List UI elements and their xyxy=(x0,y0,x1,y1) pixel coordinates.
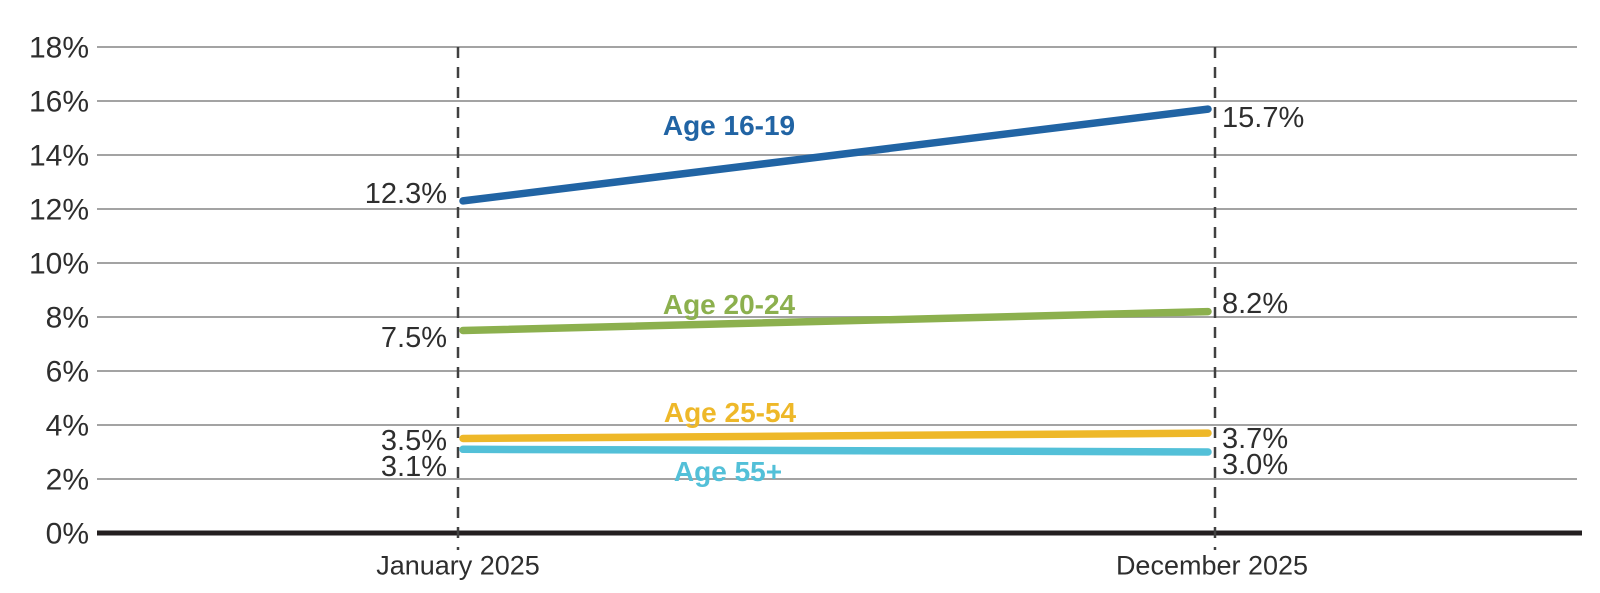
value-label-end: 15.7% xyxy=(1222,102,1304,134)
y-tick-label: 2% xyxy=(46,464,89,497)
x-axis-label: January 2025 xyxy=(376,550,540,580)
series-line-age-20-24 xyxy=(459,307,1212,335)
y-tick-label: 16% xyxy=(29,86,89,119)
x-axis-label: December 2025 xyxy=(1116,550,1308,580)
y-tick-label: 0% xyxy=(46,518,89,551)
value-label-start: 7.5% xyxy=(381,322,447,354)
series-line-age-55- xyxy=(459,445,1212,456)
y-tick-label: 14% xyxy=(29,140,89,173)
value-label-end: 3.7% xyxy=(1222,423,1288,455)
y-tick-label: 8% xyxy=(46,302,89,335)
series-line-age-16-19 xyxy=(459,105,1212,205)
y-tick-label: 4% xyxy=(46,410,89,443)
series-label: Age 20-24 xyxy=(663,289,796,320)
value-label-start: 12.3% xyxy=(365,178,447,210)
value-label-end: 8.2% xyxy=(1222,288,1288,320)
value-labels-group: 12.3% 15.7% 7.5% 8.2% 3.5% 3.7% 3.1% 3.0% xyxy=(365,102,1304,483)
series-line-age-25-54 xyxy=(459,429,1212,443)
series-lines-group xyxy=(459,105,1212,456)
y-tick-label: 10% xyxy=(29,248,89,281)
y-axis-tick-labels: 18% 16% 14% 12% 10% 8% 6% 4% 2% 0% xyxy=(29,32,89,551)
value-label-start: 3.1% xyxy=(381,451,447,483)
value-label-start: 3.5% xyxy=(381,425,447,457)
gridlines-group xyxy=(97,46,1582,536)
x-guides-group: January 2025 December 2025 xyxy=(376,47,1308,580)
series-name-labels: Age 16-19 Age 20-24 Age 25-54 Age 55+ xyxy=(663,110,797,487)
series-label: Age 25-54 xyxy=(664,397,797,428)
y-tick-label: 18% xyxy=(29,32,89,65)
series-label: Age 16-19 xyxy=(663,110,795,141)
y-tick-label: 6% xyxy=(46,356,89,389)
series-label: Age 55+ xyxy=(674,456,782,487)
y-tick-label: 12% xyxy=(29,194,89,227)
value-label-end: 3.0% xyxy=(1222,449,1288,481)
